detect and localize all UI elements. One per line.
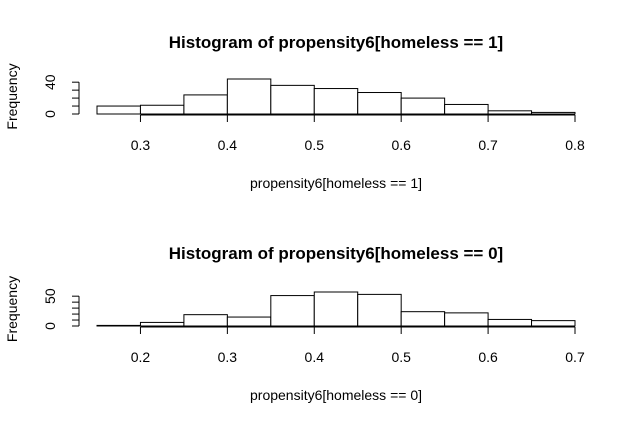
x-tick-label: 0.2 — [131, 349, 151, 365]
histogram-bar — [531, 320, 576, 327]
x-axis-label: propensity6[homeless == 1] — [250, 175, 422, 191]
histogram-bar — [270, 84, 315, 115]
x-tick-label: 0.3 — [131, 137, 151, 153]
x-tick-label: 0.5 — [305, 137, 325, 153]
histogram-bar — [400, 311, 446, 327]
x-tick-label: 0.6 — [478, 349, 498, 365]
x-tick-label: 0.4 — [305, 349, 325, 365]
y-tick-label: 0 — [42, 322, 58, 330]
histogram-bar — [487, 318, 533, 327]
histogram-bar — [96, 105, 141, 115]
histogram-bar — [183, 314, 228, 327]
y-axis-label: Frequency — [4, 63, 20, 129]
x-tick-label: 0.7 — [478, 137, 498, 153]
histogram-bar — [444, 312, 489, 327]
histogram-bar — [400, 97, 446, 115]
x-tick-label: 0.5 — [391, 349, 411, 365]
histogram-bar — [357, 92, 402, 115]
y-axis-label: Frequency — [4, 276, 20, 342]
x-tick-label: 0.7 — [565, 349, 585, 365]
chart-title: Histogram of propensity6[homeless == 1] — [169, 33, 503, 52]
histogram-bar — [139, 104, 185, 115]
histogram-bar — [313, 291, 359, 327]
histogram-bar — [357, 293, 402, 327]
x-tick-label: 0.8 — [565, 137, 585, 153]
chart-title: Histogram of propensity6[homeless == 0] — [169, 244, 503, 263]
x-tick-label: 0.3 — [218, 349, 238, 365]
y-tick-label: 50 — [42, 288, 58, 304]
histogram-bar — [183, 94, 228, 115]
histogram-bar — [139, 321, 185, 327]
histogram-bar — [226, 78, 272, 115]
x-tick-label: 0.4 — [218, 137, 238, 153]
y-tick-label: 0 — [42, 110, 58, 118]
histogram-bar — [270, 295, 315, 327]
histogram-bar — [444, 103, 489, 115]
x-tick-label: 0.6 — [391, 137, 411, 153]
histogram-bar — [313, 88, 359, 115]
y-tick-label: 40 — [42, 74, 58, 90]
histogram-bar — [226, 316, 272, 327]
x-axis-label: propensity6[homeless == 0] — [250, 387, 422, 403]
